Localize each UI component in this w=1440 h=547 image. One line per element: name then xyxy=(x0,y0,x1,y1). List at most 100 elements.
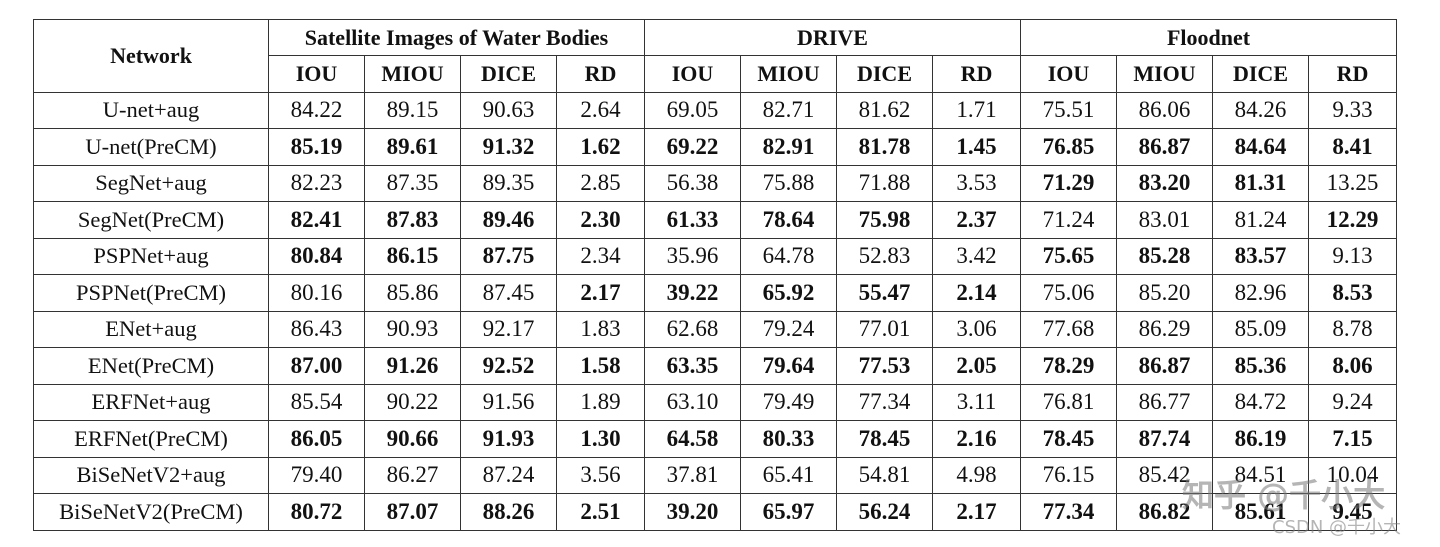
metric-value-cell: 91.93 xyxy=(460,420,557,458)
metric-value-cell: 4.98 xyxy=(932,456,1021,494)
metric-value-cell: 81.62 xyxy=(836,91,933,129)
metric-value-cell: 37.81 xyxy=(644,456,741,494)
metric-value-cell: 62.68 xyxy=(644,310,741,348)
group-header-drive: DRIVE xyxy=(644,19,1021,56)
metric-value-cell: 71.88 xyxy=(836,164,933,202)
metric-value-cell: 2.16 xyxy=(932,420,1021,458)
network-name-cell: PSPNet+aug xyxy=(33,237,269,275)
metric-value-cell: 87.74 xyxy=(1116,420,1213,458)
table-row: U-net(PreCM) 85.19 89.61 91.32 1.62 69.22 82.9… xyxy=(33,128,1397,166)
results-table-container: Network Satellite Images of Water Bodies… xyxy=(33,19,1397,531)
metric-value-cell: 79.40 xyxy=(268,456,365,494)
metric-value-cell: 80.84 xyxy=(268,237,365,275)
metric-header-iou: IOU xyxy=(644,55,741,93)
metric-value-cell: 82.23 xyxy=(268,164,365,202)
metric-value-cell: 86.43 xyxy=(268,310,365,348)
metric-value-cell: 92.17 xyxy=(460,310,557,348)
metric-value-cell: 77.34 xyxy=(1020,493,1117,531)
metric-value-cell: 81.78 xyxy=(836,128,933,166)
metric-value-cell: 85.19 xyxy=(268,128,365,166)
metric-value-cell: 80.72 xyxy=(268,493,365,531)
metric-value-cell: 3.42 xyxy=(932,237,1021,275)
metric-value-cell: 1.62 xyxy=(556,128,645,166)
network-name-cell: SegNet+aug xyxy=(33,164,269,202)
metric-value-cell: 1.30 xyxy=(556,420,645,458)
metric-value-cell: 82.41 xyxy=(268,201,365,239)
group-header-row: Network Satellite Images of Water Bodies… xyxy=(33,19,1397,93)
table-row: ERFNet+aug 85.54 90.22 91.56 1.89 63.10 79.49 7… xyxy=(33,383,1397,421)
metric-value-cell: 7.15 xyxy=(1308,420,1397,458)
metric-value-cell: 78.29 xyxy=(1020,347,1117,385)
table-row: SegNet(PreCM) 82.41 87.83 89.46 2.30 61.33 78.… xyxy=(33,201,1397,239)
metric-header-iou: IOU xyxy=(1020,55,1117,93)
metric-value-cell: 78.64 xyxy=(740,201,837,239)
metric-value-cell: 87.00 xyxy=(268,347,365,385)
network-name-cell: PSPNet(PreCM) xyxy=(33,274,269,312)
group-header-floodnet: Floodnet xyxy=(1020,19,1397,56)
metric-value-cell: 86.82 xyxy=(1116,493,1213,531)
metric-value-cell: 1.45 xyxy=(932,128,1021,166)
metric-value-cell: 85.36 xyxy=(1212,347,1309,385)
metric-value-cell: 9.33 xyxy=(1308,91,1397,129)
metric-value-cell: 90.63 xyxy=(460,91,557,129)
network-name-cell: SegNet(PreCM) xyxy=(33,201,269,239)
metric-value-cell: 9.45 xyxy=(1308,493,1397,531)
metric-value-cell: 86.19 xyxy=(1212,420,1309,458)
table-row: BiSeNetV2(PreCM) 80.72 87.07 88.26 2.51 39.20… xyxy=(33,493,1397,531)
metric-value-cell: 83.01 xyxy=(1116,201,1213,239)
metric-header-miou: MIOU xyxy=(740,55,837,93)
metric-value-cell: 9.24 xyxy=(1308,383,1397,421)
metric-value-cell: 8.53 xyxy=(1308,274,1397,312)
metric-value-cell: 3.56 xyxy=(556,456,645,494)
metric-value-cell: 89.61 xyxy=(364,128,461,166)
metric-value-cell: 86.27 xyxy=(364,456,461,494)
network-name-cell: ERFNet+aug xyxy=(33,383,269,421)
metric-value-cell: 3.53 xyxy=(932,164,1021,202)
metric-value-cell: 85.61 xyxy=(1212,493,1309,531)
metric-value-cell: 10.04 xyxy=(1308,456,1397,494)
metric-header-rd: RD xyxy=(556,55,645,93)
metric-value-cell: 2.05 xyxy=(932,347,1021,385)
metric-value-cell: 83.20 xyxy=(1116,164,1213,202)
metric-value-cell: 87.45 xyxy=(460,274,557,312)
metric-value-cell: 87.75 xyxy=(460,237,557,275)
table-row: U-net+aug 84.22 89.15 90.63 2.64 69.05 82.71 81… xyxy=(33,91,1397,129)
metric-value-cell: 8.06 xyxy=(1308,347,1397,385)
metric-value-cell: 77.68 xyxy=(1020,310,1117,348)
metric-value-cell: 85.54 xyxy=(268,383,365,421)
metric-value-cell: 71.29 xyxy=(1020,164,1117,202)
metric-value-cell: 2.14 xyxy=(932,274,1021,312)
metric-value-cell: 86.77 xyxy=(1116,383,1213,421)
table-row: PSPNet+aug 80.84 86.15 87.75 2.34 35.96 64.78 5… xyxy=(33,237,1397,275)
metric-value-cell: 2.51 xyxy=(556,493,645,531)
metric-value-cell: 75.06 xyxy=(1020,274,1117,312)
metric-value-cell: 9.13 xyxy=(1308,237,1397,275)
metric-value-cell: 91.56 xyxy=(460,383,557,421)
network-name-cell: ENet(PreCM) xyxy=(33,347,269,385)
metric-value-cell: 92.52 xyxy=(460,347,557,385)
metric-value-cell: 1.89 xyxy=(556,383,645,421)
metric-value-cell: 84.22 xyxy=(268,91,365,129)
metric-value-cell: 2.64 xyxy=(556,91,645,129)
metric-value-cell: 1.58 xyxy=(556,347,645,385)
metric-value-cell: 85.28 xyxy=(1116,237,1213,275)
metric-value-cell: 82.96 xyxy=(1212,274,1309,312)
metric-value-cell: 2.37 xyxy=(932,201,1021,239)
network-name-cell: U-net+aug xyxy=(33,91,269,129)
metric-value-cell: 91.26 xyxy=(364,347,461,385)
metric-value-cell: 2.85 xyxy=(556,164,645,202)
network-name-cell: BiSeNetV2+aug xyxy=(33,456,269,494)
metric-value-cell: 69.22 xyxy=(644,128,741,166)
metric-value-cell: 86.06 xyxy=(1116,91,1213,129)
table-row: PSPNet(PreCM) 80.16 85.86 87.45 2.17 39.22 65.… xyxy=(33,274,1397,312)
metric-value-cell: 82.71 xyxy=(740,91,837,129)
group-header-satellite: Satellite Images of Water Bodies xyxy=(268,19,645,56)
metric-value-cell: 3.06 xyxy=(932,310,1021,348)
metric-value-cell: 90.66 xyxy=(364,420,461,458)
metric-value-cell: 84.72 xyxy=(1212,383,1309,421)
results-table: Network Satellite Images of Water Bodies… xyxy=(33,19,1397,531)
network-name-cell: U-net(PreCM) xyxy=(33,128,269,166)
metric-header-dice: DICE xyxy=(836,55,933,93)
metric-value-cell: 3.11 xyxy=(932,383,1021,421)
metric-header-miou: MIOU xyxy=(1116,55,1213,93)
